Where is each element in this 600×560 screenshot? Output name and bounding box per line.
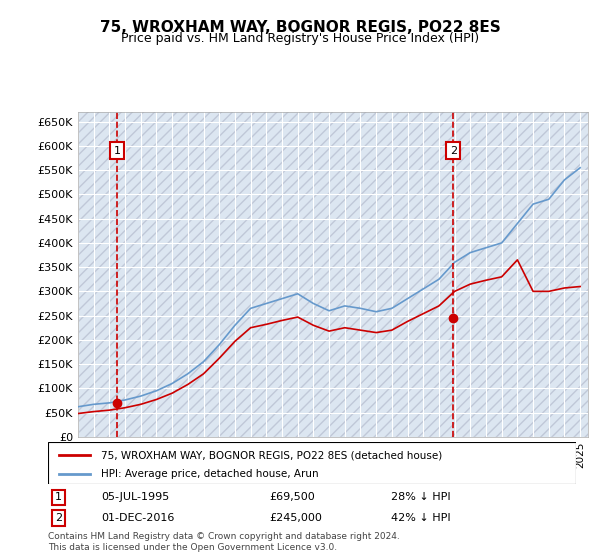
Text: HPI: Average price, detached house, Arun: HPI: Average price, detached house, Arun [101,469,319,479]
Text: £69,500: £69,500 [270,492,316,502]
Text: 1: 1 [55,492,62,502]
Text: 28% ↓ HPI: 28% ↓ HPI [391,492,451,502]
Text: 05-JUL-1995: 05-JUL-1995 [101,492,169,502]
Text: 01-DEC-2016: 01-DEC-2016 [101,513,174,523]
Text: 42% ↓ HPI: 42% ↓ HPI [391,513,451,523]
Text: 75, WROXHAM WAY, BOGNOR REGIS, PO22 8ES: 75, WROXHAM WAY, BOGNOR REGIS, PO22 8ES [100,20,500,35]
Text: 2: 2 [450,146,457,156]
Text: 1: 1 [114,146,121,156]
Text: 2: 2 [55,513,62,523]
Text: Price paid vs. HM Land Registry's House Price Index (HPI): Price paid vs. HM Land Registry's House … [121,32,479,45]
Text: Contains HM Land Registry data © Crown copyright and database right 2024.
This d: Contains HM Land Registry data © Crown c… [48,532,400,552]
Text: 75, WROXHAM WAY, BOGNOR REGIS, PO22 8ES (detached house): 75, WROXHAM WAY, BOGNOR REGIS, PO22 8ES … [101,450,442,460]
FancyBboxPatch shape [48,442,576,484]
Text: £245,000: £245,000 [270,513,323,523]
